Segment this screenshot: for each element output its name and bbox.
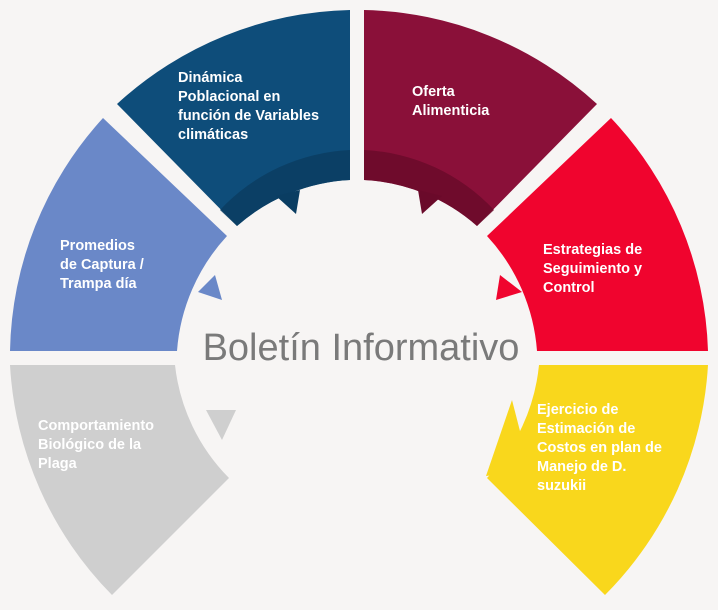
dinamica-inner-band (220, 150, 350, 226)
oferta-inner-band (364, 150, 494, 226)
dinamica-pointer (276, 190, 300, 214)
label-promedios: Promedios de Captura / Trampa día (60, 238, 148, 292)
label-estrategias: Estrategias de Seguimiento y Control (543, 242, 646, 296)
comportamiento-pointer (206, 410, 236, 440)
promedios-pointer (198, 275, 222, 300)
segment-ejercicio-costos (487, 365, 708, 595)
label-dinamica: Dinámica Poblacional en función de Varia… (178, 70, 323, 143)
label-ejercicio: Ejercicio de Estimación de Costos en pla… (537, 402, 666, 494)
oferta-pointer (418, 190, 442, 214)
ejercicio-pointer (486, 400, 530, 476)
segment-comportamiento-biologico (10, 365, 229, 595)
label-comportamiento: Comportamiento Biológico de la Plaga (38, 418, 158, 472)
estrategias-pointer (496, 275, 522, 300)
center-title: Boletín Informativo (203, 327, 520, 369)
label-oferta: Oferta Alimenticia (412, 84, 490, 119)
segment-estrategias-seguimiento (487, 118, 708, 351)
segment-promedios-captura (10, 118, 227, 351)
